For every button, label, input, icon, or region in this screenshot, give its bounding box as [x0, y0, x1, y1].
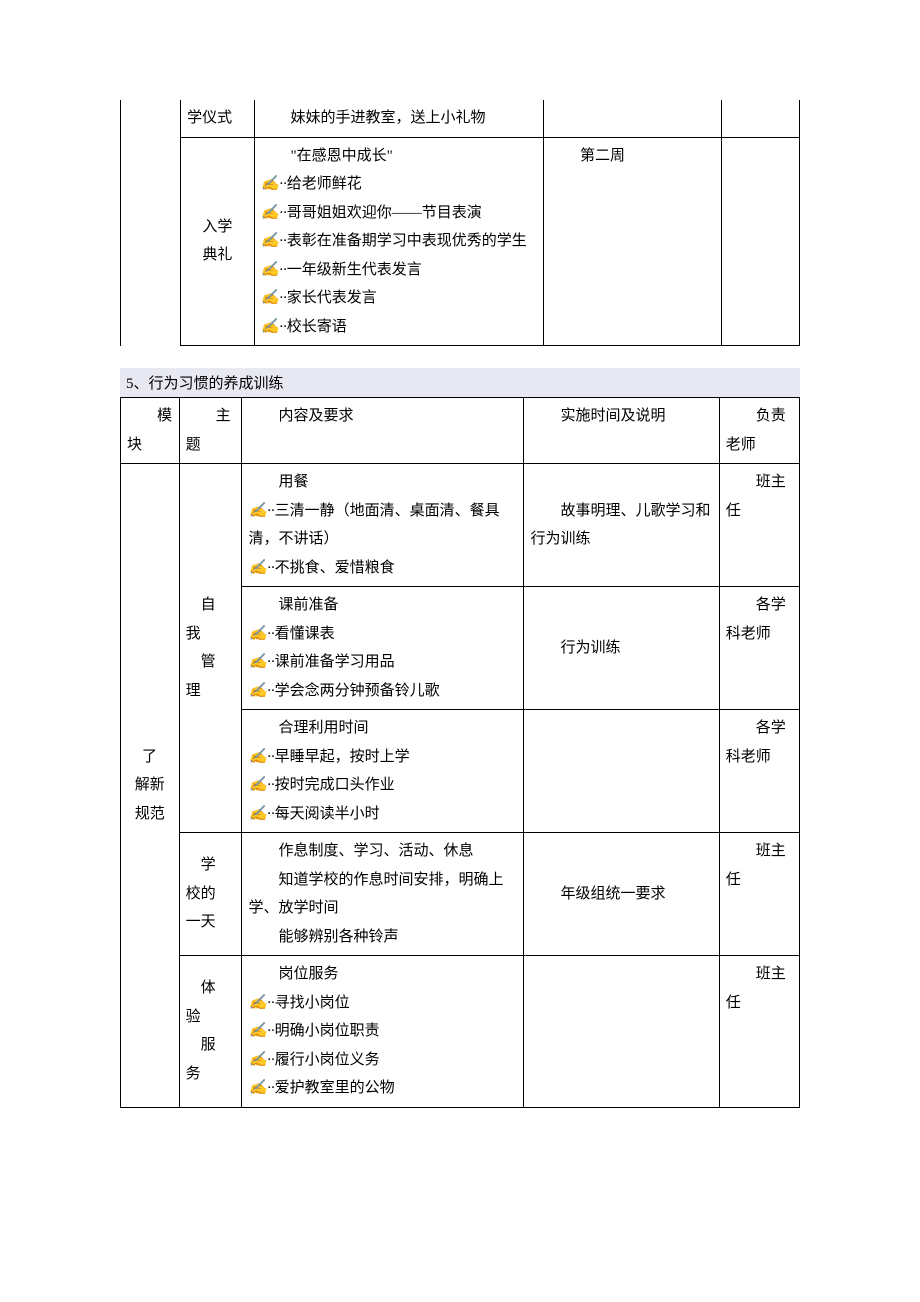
header-content: 内容及要求 [242, 398, 524, 464]
content-cell: 课前准备✍··看懂课表✍··课前准备学习用品✍··学会念两分钟预备铃儿歌 [242, 587, 524, 710]
bullet-line: ✍··哥哥姐姐欢迎你——节目表演 [261, 199, 537, 228]
resp-cell [722, 100, 800, 137]
bullet-line: ✍··家长代表发言 [261, 284, 537, 313]
resp-cell: 班主任 [719, 833, 799, 956]
content-lead: 合理利用时间 [248, 714, 517, 743]
table-row: 了解新规范自我管理用餐✍··三清一静（地面清、桌面清、餐具清，不讲话）✍··不挑… [121, 464, 800, 587]
content-cell: 用餐✍··三清一静（地面清、桌面清、餐具清，不讲话）✍··不挑食、爱惜粮食 [242, 464, 524, 587]
table-row: 学校的一天作息制度、学习、活动、休息知道学校的作息时间安排，明确上学、放学时间能… [121, 833, 800, 956]
bullet-line: ✍··一年级新生代表发言 [261, 256, 537, 285]
table-2: 模块主题内容及要求实施时间及说明负责老师了解新规范自我管理用餐✍··三清一静（地… [120, 397, 800, 1108]
resp-cell: 班主任 [719, 464, 799, 587]
bullet-line: ✍··爱护教室里的公物 [248, 1074, 517, 1103]
time-cell: 第二周 [543, 137, 721, 346]
topic-cell: 学校的一天 [179, 833, 242, 956]
time-cell [543, 100, 721, 137]
content-lead: 作息制度、学习、活动、休息 [248, 837, 517, 866]
time-cell [524, 956, 719, 1108]
bullet-line: ✍··不挑食、爱惜粮食 [248, 554, 517, 583]
bullet-line: ✍··早睡早起，按时上学 [248, 743, 517, 772]
content-cell: "在感恩中成长"✍··给老师鲜花✍··哥哥姐姐欢迎你——节目表演✍··表彰在准备… [254, 137, 543, 346]
table-1: 学仪式妹妹的手进教室，送上小礼物入学典礼"在感恩中成长"✍··给老师鲜花✍··哥… [120, 100, 800, 346]
bullet-line: ✍··每天阅读半小时 [248, 800, 517, 829]
bullet-line: ✍··校长寄语 [261, 313, 537, 342]
bullet-line: ✍··看懂课表 [248, 620, 517, 649]
content-cell: 岗位服务✍··寻找小岗位✍··明确小岗位职责✍··履行小岗位义务✍··爱护教室里… [242, 956, 524, 1108]
content-lead: 岗位服务 [248, 960, 517, 989]
section-title: 5、行为习惯的养成训练 [120, 368, 800, 397]
header-topic: 主题 [179, 398, 242, 464]
resp-cell [722, 137, 800, 346]
resp-cell: 班主任 [719, 956, 799, 1108]
topic-cell: 学仪式 [181, 100, 254, 137]
bullet-line: ✍··明确小岗位职责 [248, 1017, 517, 1046]
bullet-line: ✍··表彰在准备期学习中表现优秀的学生 [261, 227, 537, 256]
bullet-line: ✍··寻找小岗位 [248, 989, 517, 1018]
time-cell: 年级组统一要求 [524, 833, 719, 956]
resp-cell: 各学科老师 [719, 587, 799, 710]
bullet-line: ✍··学会念两分钟预备铃儿歌 [248, 677, 517, 706]
content-lead: 知道学校的作息时间安排，明确上学、放学时间 [248, 866, 517, 923]
topic-cell: 体验服务 [179, 956, 242, 1108]
time-cell [524, 710, 719, 833]
topic-cell: 入学典礼 [181, 137, 254, 346]
content-lead: 用餐 [248, 468, 517, 497]
content-lead: 妹妹的手进教室，送上小礼物 [261, 104, 537, 133]
table-row: 入学典礼"在感恩中成长"✍··给老师鲜花✍··哥哥姐姐欢迎你——节目表演✍··表… [121, 137, 800, 346]
table-row: 体验服务岗位服务✍··寻找小岗位✍··明确小岗位职责✍··履行小岗位义务✍··爱… [121, 956, 800, 1108]
table-header-row: 模块主题内容及要求实施时间及说明负责老师 [121, 398, 800, 464]
bullet-line: ✍··三清一静（地面清、桌面清、餐具清，不讲话） [248, 497, 517, 554]
module-cell: 了解新规范 [121, 464, 180, 1108]
content-lead: 能够辨别各种铃声 [248, 923, 517, 952]
bullet-line: ✍··按时完成口头作业 [248, 771, 517, 800]
time-cell: 故事明理、儿歌学习和行为训练 [524, 464, 719, 587]
bullet-line: ✍··履行小岗位义务 [248, 1046, 517, 1075]
topic-cell: 自我管理 [179, 464, 242, 833]
module-cell [121, 100, 181, 346]
table-row: 学仪式妹妹的手进教室，送上小礼物 [121, 100, 800, 137]
header-resp: 负责老师 [719, 398, 799, 464]
content-cell: 妹妹的手进教室，送上小礼物 [254, 100, 543, 137]
content-lead: 课前准备 [248, 591, 517, 620]
content-cell: 作息制度、学习、活动、休息知道学校的作息时间安排，明确上学、放学时间能够辨别各种… [242, 833, 524, 956]
time-cell: 行为训练 [524, 587, 719, 710]
content-lead: "在感恩中成长" [261, 142, 537, 171]
bullet-line: ✍··课前准备学习用品 [248, 648, 517, 677]
header-time: 实施时间及说明 [524, 398, 719, 464]
bullet-line: ✍··给老师鲜花 [261, 170, 537, 199]
content-cell: 合理利用时间✍··早睡早起，按时上学✍··按时完成口头作业✍··每天阅读半小时 [242, 710, 524, 833]
resp-cell: 各学科老师 [719, 710, 799, 833]
header-module: 模块 [121, 398, 180, 464]
